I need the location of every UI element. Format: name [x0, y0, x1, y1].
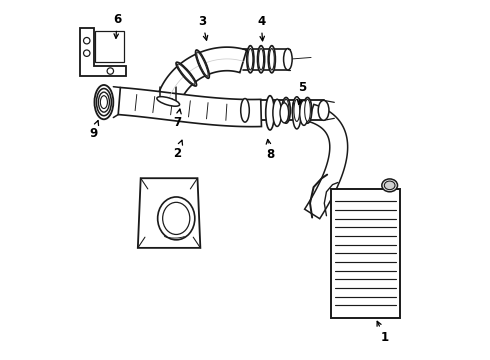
Text: 5: 5 [297, 81, 306, 104]
Ellipse shape [293, 97, 301, 129]
Ellipse shape [305, 99, 310, 121]
Ellipse shape [293, 98, 301, 123]
Ellipse shape [107, 68, 114, 74]
Polygon shape [157, 47, 246, 105]
Ellipse shape [284, 49, 292, 70]
Ellipse shape [176, 62, 196, 86]
Text: 9: 9 [89, 121, 98, 140]
Ellipse shape [384, 181, 395, 190]
Text: 1: 1 [377, 321, 389, 345]
Ellipse shape [247, 46, 254, 73]
Ellipse shape [303, 98, 312, 123]
Ellipse shape [270, 49, 274, 70]
Ellipse shape [273, 99, 281, 126]
Ellipse shape [241, 99, 249, 122]
Text: 3: 3 [198, 14, 208, 40]
Ellipse shape [157, 96, 179, 106]
Ellipse shape [259, 49, 264, 70]
Ellipse shape [258, 46, 265, 73]
Text: 8: 8 [266, 139, 274, 162]
Ellipse shape [382, 179, 397, 192]
Ellipse shape [177, 64, 195, 84]
Text: 6: 6 [113, 13, 121, 38]
Ellipse shape [248, 49, 253, 70]
Ellipse shape [83, 37, 90, 44]
Polygon shape [138, 178, 200, 248]
Ellipse shape [283, 99, 289, 121]
Polygon shape [331, 189, 400, 318]
Text: 2: 2 [173, 140, 182, 160]
Ellipse shape [266, 96, 274, 130]
Polygon shape [305, 104, 347, 219]
Ellipse shape [282, 98, 291, 123]
Ellipse shape [83, 50, 90, 57]
Ellipse shape [95, 85, 113, 119]
Polygon shape [80, 28, 126, 76]
Ellipse shape [294, 99, 300, 121]
Ellipse shape [158, 197, 195, 240]
Polygon shape [118, 87, 262, 127]
Ellipse shape [300, 100, 308, 125]
Ellipse shape [268, 46, 275, 73]
Text: 7: 7 [173, 109, 181, 129]
Ellipse shape [196, 50, 209, 78]
Text: 4: 4 [257, 14, 265, 41]
Ellipse shape [318, 100, 329, 120]
Ellipse shape [196, 52, 208, 76]
Ellipse shape [280, 103, 289, 123]
